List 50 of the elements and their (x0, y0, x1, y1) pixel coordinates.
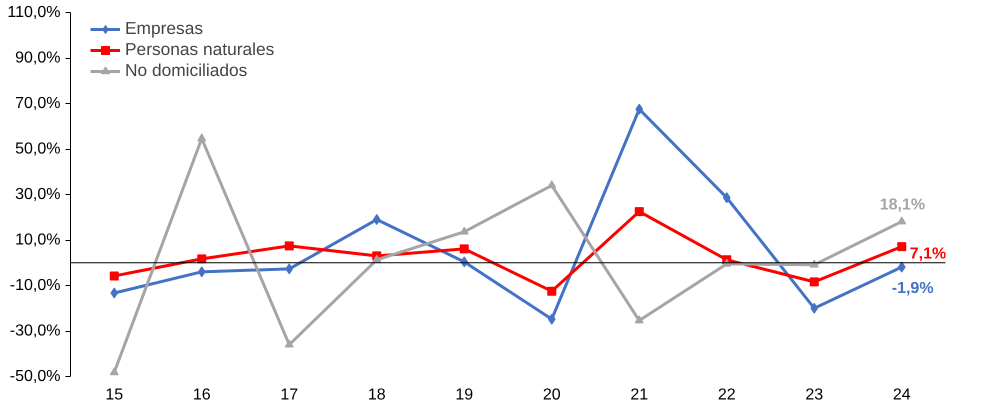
point (547, 286, 556, 296)
legend-label: Personas naturales (125, 39, 274, 60)
x-tick-label: 24 (892, 386, 911, 404)
point (110, 367, 119, 376)
y-tick-label: -10,0% (10, 277, 61, 294)
data-label: 18,1% (880, 196, 926, 214)
point (372, 254, 382, 263)
point (197, 133, 206, 142)
point (634, 207, 644, 216)
y-tick-label: -50,0% (10, 368, 61, 385)
x-tick-label: 21 (630, 386, 648, 404)
point (897, 242, 906, 252)
x-tick-label: 15 (105, 386, 124, 404)
point (197, 254, 206, 264)
x-tick-label: 22 (718, 386, 736, 404)
y-tick-label: 30,0% (15, 186, 61, 203)
point (284, 340, 294, 348)
point (547, 180, 556, 188)
x-tick-label: 20 (542, 386, 561, 404)
legend-label: Empresas (125, 18, 204, 39)
point (722, 192, 731, 204)
data-label: 7,1% (910, 246, 946, 263)
point (898, 262, 906, 273)
y-tick-label: 70,0% (15, 95, 61, 112)
point (897, 216, 906, 224)
point (285, 263, 294, 274)
point (634, 315, 644, 324)
legend-label: No domiciliados (125, 60, 248, 81)
point (110, 271, 119, 280)
y-tick-label: -30,0% (10, 322, 61, 340)
point (110, 288, 118, 299)
y-tick-label: 10,0% (15, 232, 61, 248)
point (635, 104, 644, 115)
point (548, 314, 556, 325)
data-label: -1,9% (892, 280, 934, 298)
x-tick-label: 18 (368, 386, 386, 404)
y-tick-label: 90,0% (15, 50, 61, 66)
point (284, 241, 294, 250)
point (460, 244, 469, 254)
point (810, 302, 818, 314)
y-tick-label: 50,0% (15, 140, 61, 158)
point (810, 277, 819, 286)
y-tick-label: 110,0% (7, 4, 60, 21)
point (372, 214, 381, 226)
point (460, 226, 469, 235)
x-tick-label: 19 (455, 386, 474, 404)
x-tick-label: 23 (805, 386, 824, 404)
point (198, 266, 206, 278)
x-tick-label: 17 (280, 386, 298, 404)
x-tick-label: 16 (192, 386, 211, 404)
